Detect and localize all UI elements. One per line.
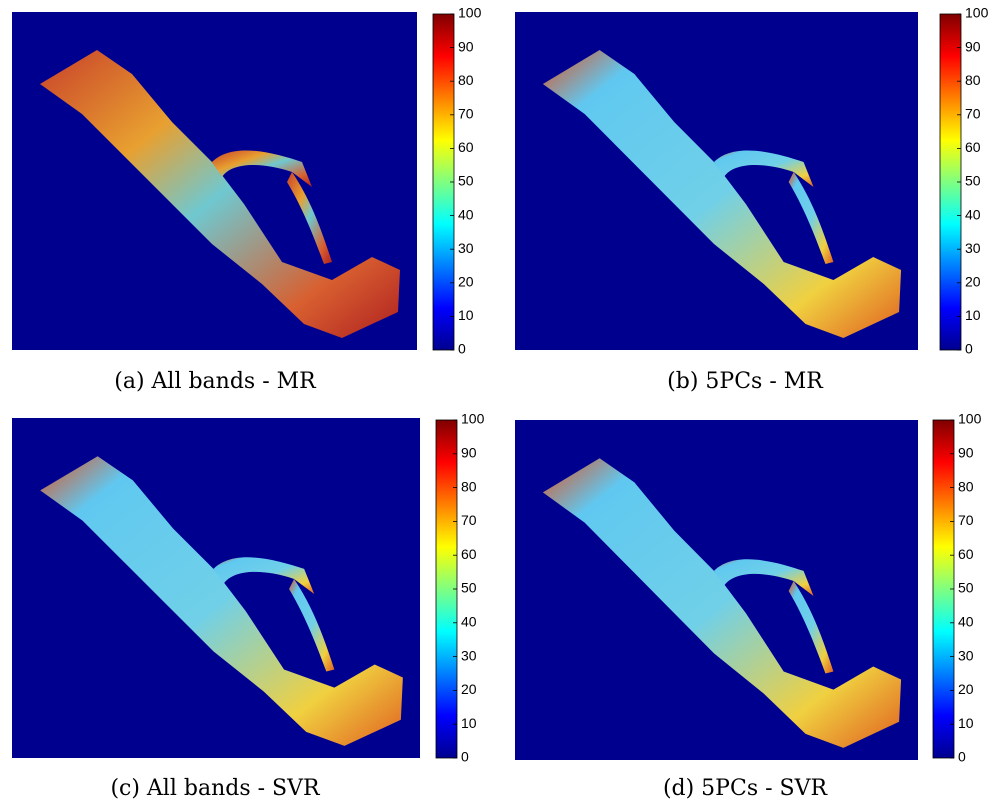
- colorbar-tick-label: 20: [458, 274, 474, 290]
- colorbar-tick-label: 60: [458, 139, 474, 155]
- panel: 0 10 20 30 40 50 60 70 80 90 100 (a) All bands - MR: [12, 5, 482, 394]
- colorbar-tick-label: 80: [458, 72, 474, 88]
- colorbar-tick-label: 20: [461, 681, 477, 697]
- caption: (a) All bands - MR: [114, 369, 317, 394]
- panel: 0 10 20 30 40 50 60 70 80 90 100 (c) All bands - SV…: [12, 411, 485, 801]
- colorbar-tick-label: 90: [965, 38, 981, 54]
- colorbar-tick-label: 100: [958, 411, 982, 427]
- panel: 0 10 20 30 40 50 60 70 80 90 100 (d) 5PCs - SVR: [515, 411, 982, 801]
- colorbar-tick-label: 0: [461, 749, 469, 765]
- colorbar-tick-label: 30: [461, 647, 477, 663]
- colorbar-tick-label: 80: [965, 72, 981, 88]
- colorbar-tick-label: 60: [965, 139, 981, 155]
- colorbar-tick-label: 50: [458, 173, 474, 189]
- colorbar-tick-label: 100: [458, 5, 482, 21]
- colorbar-tick-label: 40: [461, 614, 477, 630]
- colorbar-tick-label: 60: [958, 546, 974, 562]
- colorbar-tick-label: 70: [461, 512, 477, 528]
- colorbar-tick-label: 10: [458, 307, 474, 323]
- colorbar-tick-label: 20: [958, 681, 974, 697]
- colorbar-tick-label: 100: [965, 5, 989, 21]
- panel: 0 10 20 30 40 50 60 70 80 90 100 (b) 5PCs - MR: [515, 5, 989, 394]
- colorbar-tick-label: 10: [958, 715, 974, 731]
- caption: (d) 5PCs - SVR: [663, 776, 829, 801]
- colorbar-tick-label: 20: [965, 274, 981, 290]
- colorbar-tick-label: 0: [458, 341, 466, 357]
- colorbar-tick-label: 80: [958, 478, 974, 494]
- colorbar-tick-label: 40: [958, 614, 974, 630]
- colorbar-tick-label: 30: [458, 240, 474, 256]
- colorbar-tick-label: 0: [965, 341, 973, 357]
- colorbar-tick-label: 90: [958, 445, 974, 461]
- colorbar-tick-label: 70: [965, 106, 981, 122]
- colorbar-tick-label: 60: [461, 546, 477, 562]
- colorbar-tick-label: 50: [965, 173, 981, 189]
- colorbar-tick-label: 0: [958, 749, 966, 765]
- colorbar-tick-label: 70: [458, 106, 474, 122]
- colorbar-tick-label: 30: [958, 647, 974, 663]
- colorbar-tick-label: 90: [461, 445, 477, 461]
- colorbar-tick-label: 10: [461, 715, 477, 731]
- caption: (b) 5PCs - MR: [667, 369, 824, 394]
- colorbar-tick-label: 100: [461, 411, 485, 427]
- colorbar-tick-label: 30: [965, 240, 981, 256]
- caption: (c) All bands - SVR: [110, 776, 321, 801]
- colorbar-tick-label: 50: [958, 580, 974, 596]
- colorbar-tick-label: 90: [458, 38, 474, 54]
- colorbar-tick-label: 10: [965, 307, 981, 323]
- colorbar-tick-label: 40: [965, 206, 981, 222]
- colorbar-tick-label: 50: [461, 580, 477, 596]
- colorbar-tick-label: 40: [458, 206, 474, 222]
- colorbar-tick-label: 80: [461, 478, 477, 494]
- colorbar-tick-label: 70: [958, 512, 974, 528]
